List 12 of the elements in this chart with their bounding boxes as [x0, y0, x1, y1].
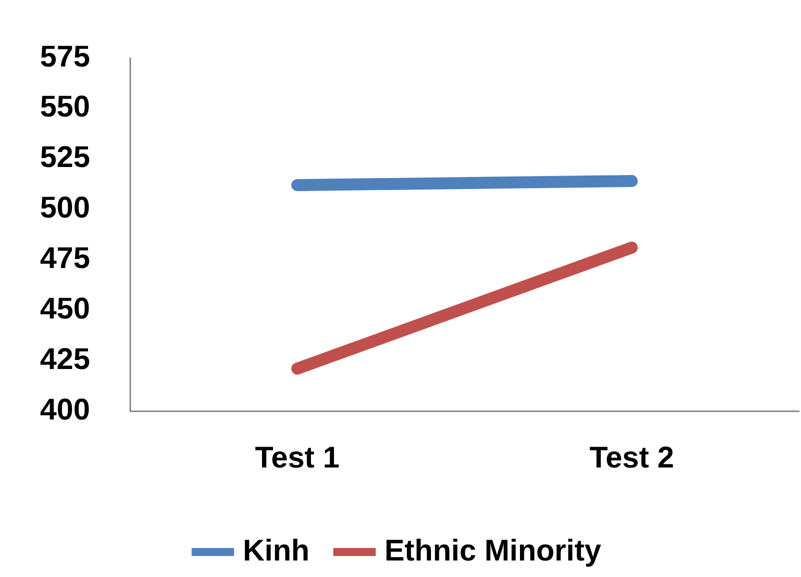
- y-tick-label: 550: [40, 90, 90, 124]
- legend-label: Ethnic Minority: [384, 534, 602, 568]
- x-tick-label: Test 2: [590, 441, 674, 474]
- y-tick-label: 425: [40, 342, 90, 376]
- x-tick-label: Test 1: [255, 441, 340, 474]
- legend-label: Kinh: [242, 534, 310, 568]
- y-tick-label: 500: [40, 192, 90, 225]
- y-tick-label: 475: [40, 242, 90, 275]
- y-tick-label: 525: [40, 141, 90, 174]
- y-tick-label: 400: [40, 393, 90, 426]
- y-tick-label: 450: [40, 292, 90, 326]
- y-tick-label: 575: [40, 40, 90, 74]
